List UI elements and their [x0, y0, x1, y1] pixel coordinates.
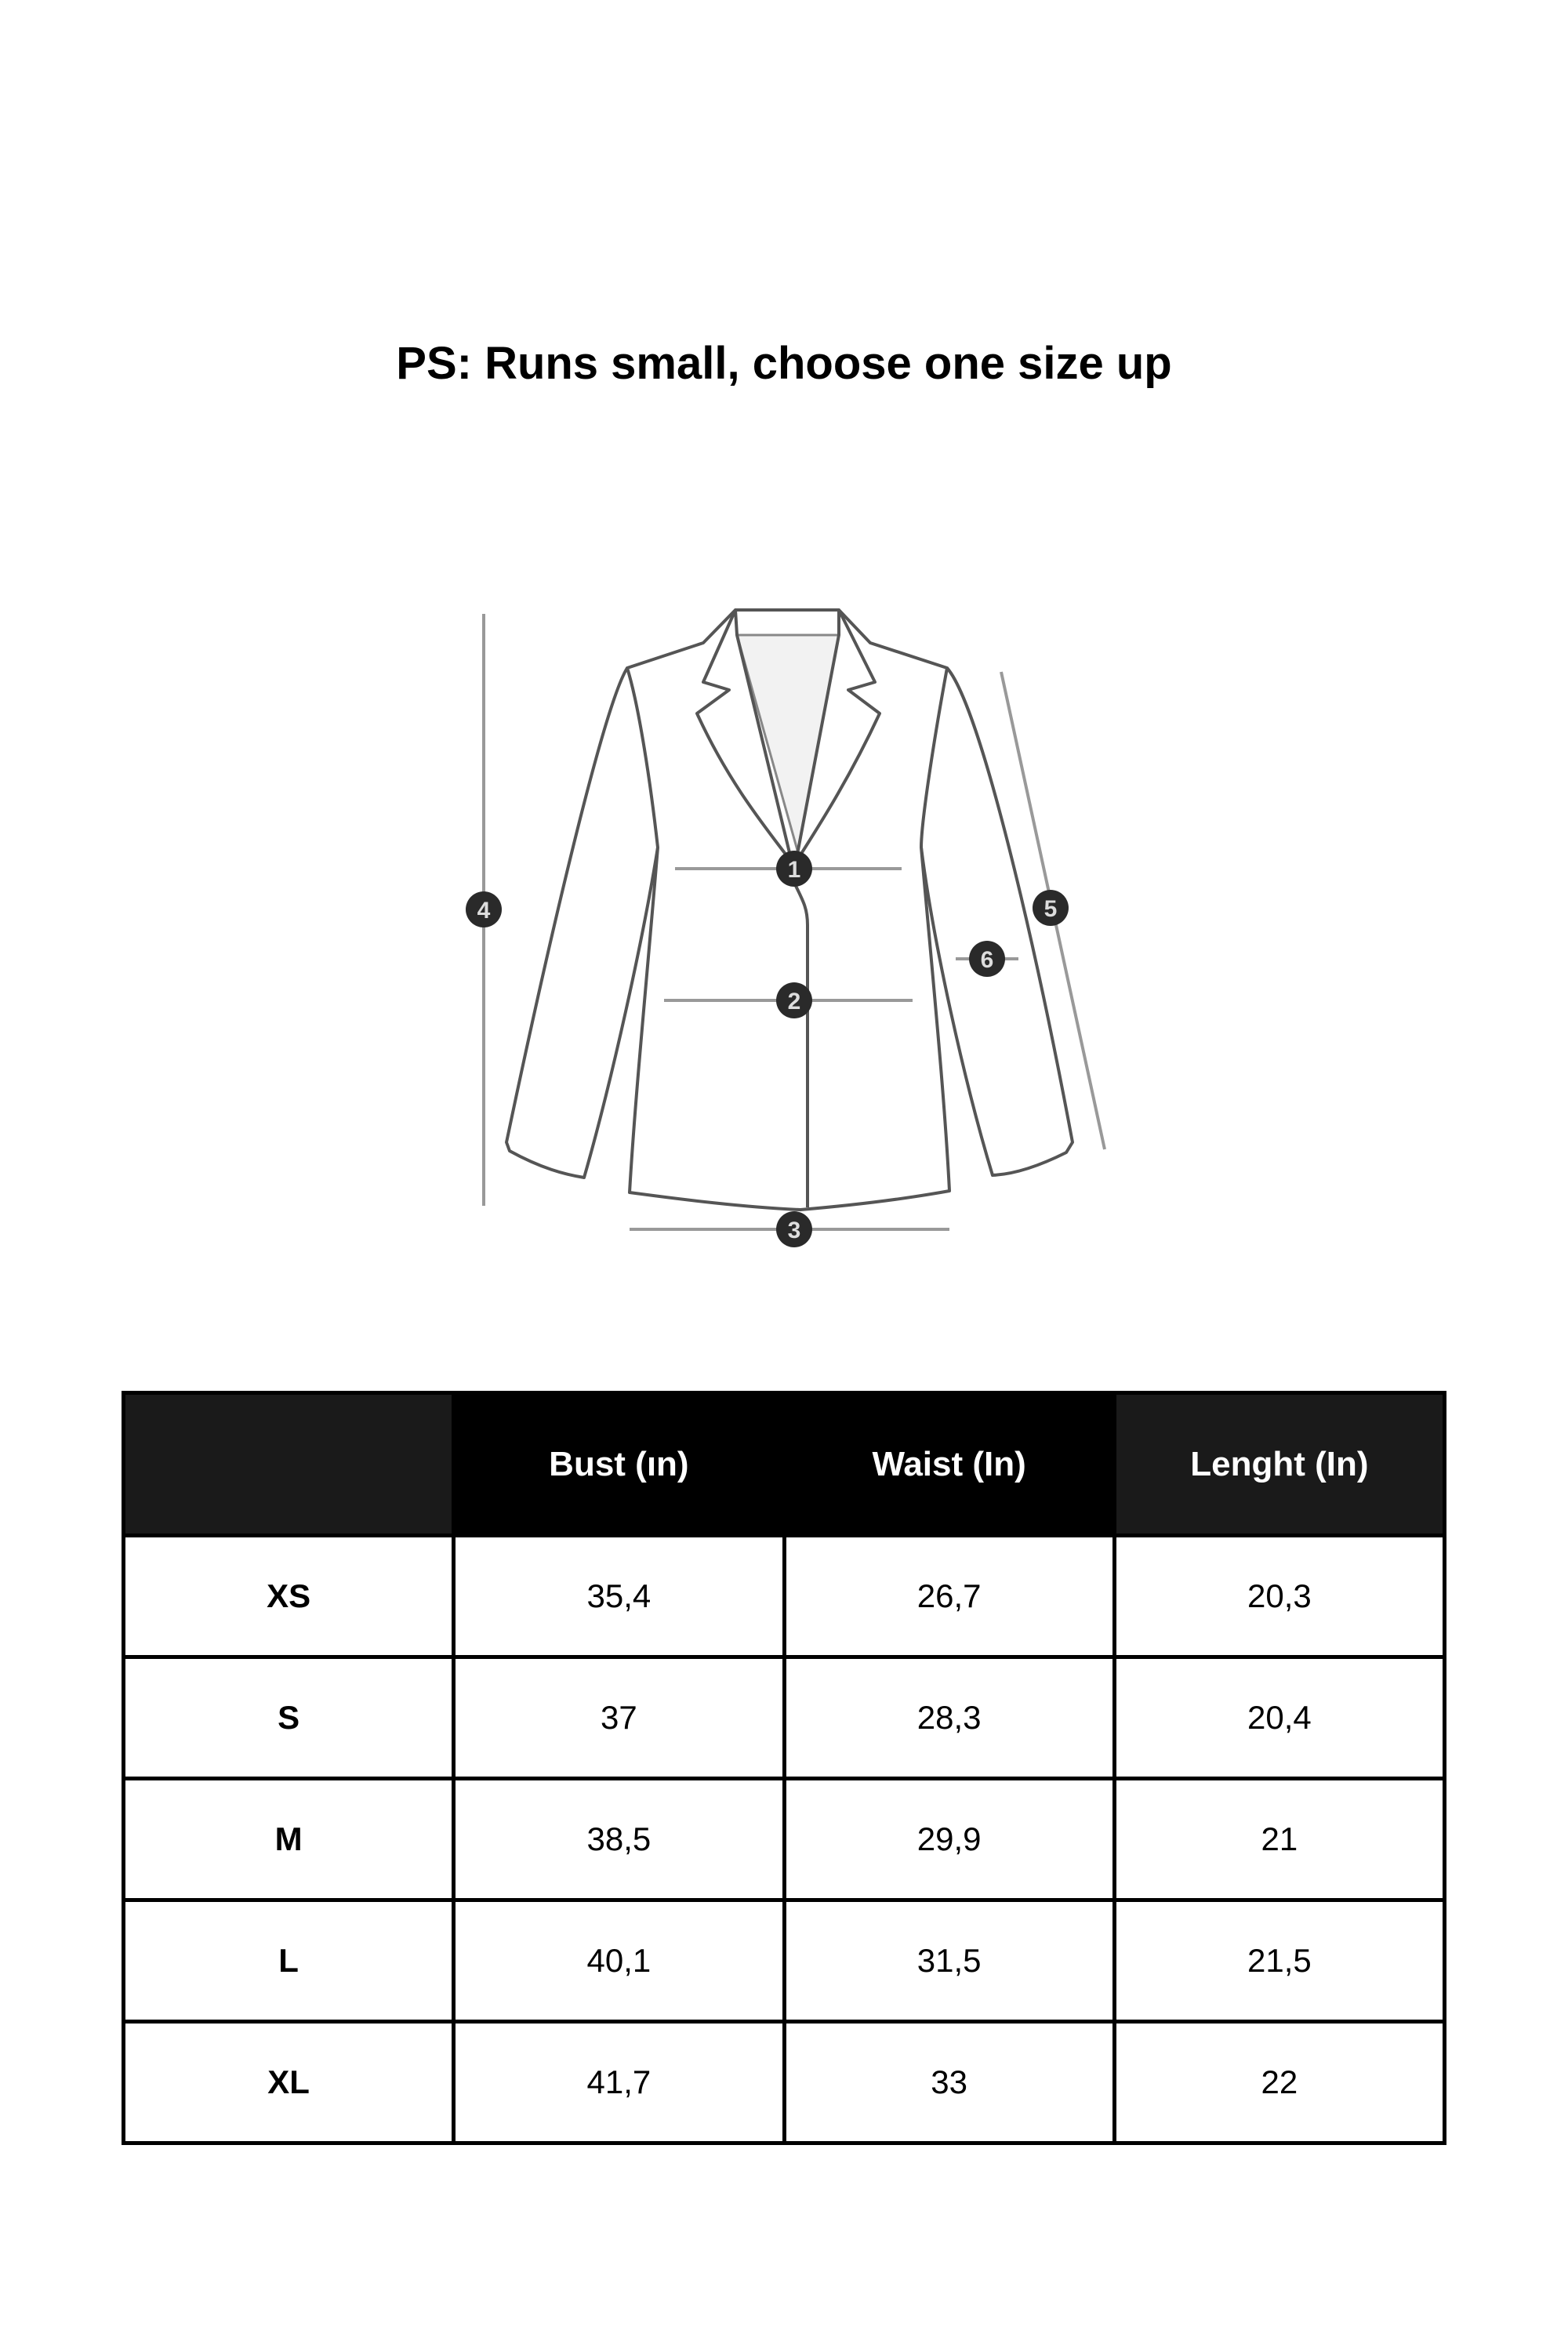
marker-6: 6	[969, 941, 1005, 977]
cell-length: 20,4	[1112, 1655, 1447, 1780]
svg-text:5: 5	[1044, 896, 1058, 922]
cell-bust: 40,1	[452, 1898, 786, 2024]
cell-size: XL	[121, 2020, 456, 2145]
cell-waist: 26,7	[782, 1534, 1116, 1659]
cell-size: M	[121, 1777, 456, 1902]
size-chart-table: Bust (ın) Waist (In) Lenght (In) XS 35,4 2…	[121, 1391, 1447, 2145]
cell-size: L	[121, 1898, 456, 2024]
jacket-outline	[505, 608, 1074, 1211]
cell-length: 20,3	[1112, 1534, 1447, 1659]
marker-2: 2	[776, 982, 812, 1018]
page-title: PS: Runs small, choose one size up	[396, 338, 1172, 389]
table-row: XS 35,4 26,7 20,3	[121, 1534, 1447, 1659]
cell-bust: 37	[452, 1655, 786, 1780]
svg-text:6: 6	[981, 947, 994, 973]
svg-text:1: 1	[788, 857, 801, 883]
svg-text:4: 4	[477, 898, 491, 924]
svg-text:2: 2	[788, 989, 801, 1014]
table-row: M 38,5 29,9 21	[121, 1777, 1447, 1902]
table-header-row: Bust (ın) Waist (In) Lenght (In)	[121, 1391, 1447, 1537]
table-row: L 40,1 31,5 21,5	[121, 1898, 1447, 2024]
cell-length: 21	[1112, 1777, 1447, 1902]
marker-5: 5	[1033, 890, 1069, 926]
marker-1: 1	[776, 851, 812, 887]
cell-waist: 29,9	[782, 1777, 1116, 1902]
table-row: S 37 28,3 20,4	[121, 1655, 1447, 1780]
cell-bust: 41,7	[452, 2020, 786, 2145]
cell-bust: 35,4	[452, 1534, 786, 1659]
cell-waist: 33	[782, 2020, 1116, 2145]
cell-waist: 28,3	[782, 1655, 1116, 1780]
table-row: XL 41,7 33 22	[121, 2020, 1447, 2145]
header-waist: Waist (In)	[782, 1391, 1116, 1537]
cell-waist: 31,5	[782, 1898, 1116, 2024]
marker-4: 4	[466, 891, 502, 927]
cell-bust: 38,5	[452, 1777, 786, 1902]
marker-3: 3	[776, 1211, 812, 1247]
cell-size: S	[121, 1655, 456, 1780]
cell-length: 22	[1112, 2020, 1447, 2145]
header-size	[121, 1391, 456, 1537]
cell-size: XS	[121, 1534, 456, 1659]
header-bust: Bust (ın)	[452, 1391, 786, 1537]
cell-length: 21,5	[1112, 1898, 1447, 2024]
header-length: Lenght (In)	[1112, 1391, 1447, 1537]
svg-text:3: 3	[788, 1218, 801, 1243]
